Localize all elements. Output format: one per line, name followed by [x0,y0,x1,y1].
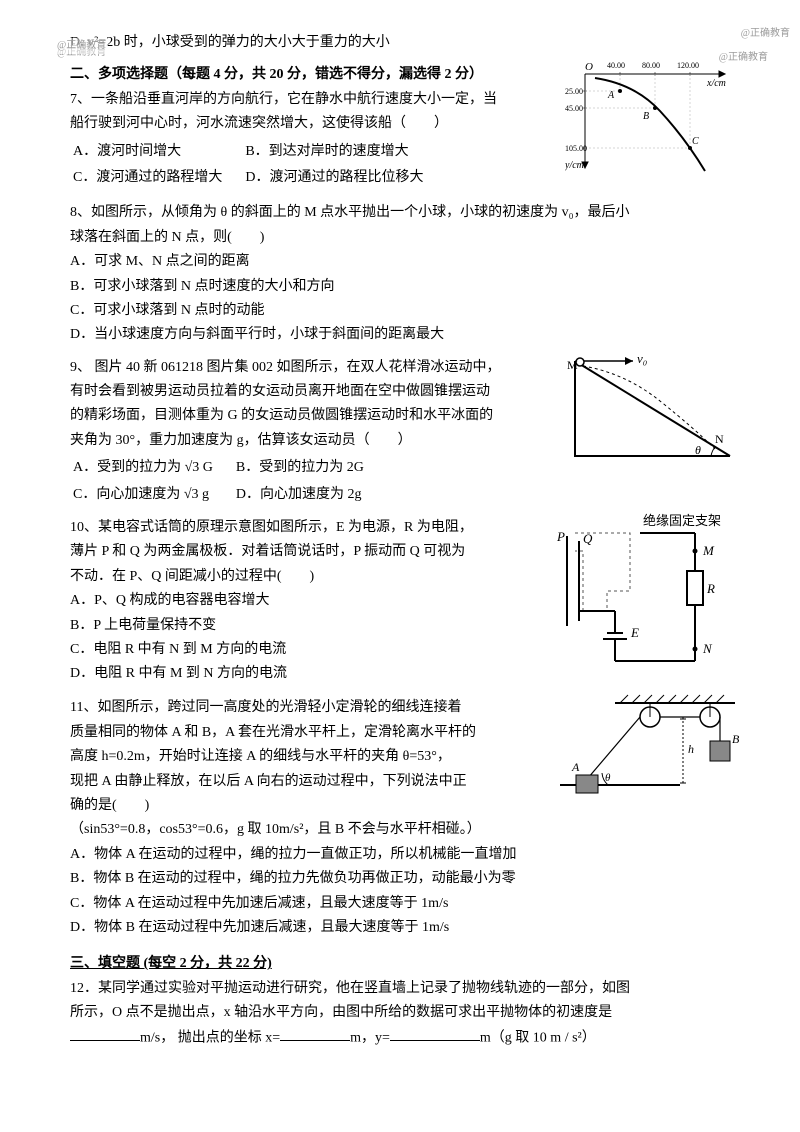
svg-text:y/cm: y/cm [565,160,584,171]
svg-text:Q: Q [583,531,593,546]
svg-text:A: A [607,90,615,101]
svg-text:θ: θ [605,772,611,784]
svg-text:C: C [692,136,699,147]
q9-options-table: A．受到的拉力为 √3 G B．受到的拉力为 2G C．向心加速度为 √3 g … [70,454,386,509]
svg-text:25.00: 25.00 [565,87,583,96]
svg-text:R: R [706,581,715,596]
svg-text:80.00: 80.00 [642,61,660,70]
graph-svg: O 40.00 80.00 120.00 x/cm 25.00 45.00 105.00… [565,56,740,176]
svg-text:N: N [702,641,713,656]
page-root: D. v²=2b 时，小球受到的弹力的大小大于重力的大小 O 40.0080. [0,0,800,1081]
q7-options-table: A．渡河时间增大 B．到达对岸时的速度增大 C．渡河通过的路程增大 D．渡河通过… [70,138,445,193]
q12-stem-1: 12．某同学通过实验对平抛运动进行研究，他在竖直墙上记录了抛物线轨迹的一部分，如… [70,978,740,1000]
section-3-heading: 三、填空题 (每空 2 分，共 22 分) [70,953,740,975]
q12-stem-2: 所示，O 点不是抛出点，x 轴沿水平方向，由图中所给的数据可求出平抛物体的初速度… [70,1002,740,1024]
circuit-title: 绝缘固定支架 [643,513,721,528]
watermark-icon: @正确教育 [55,38,108,54]
q9-option-d: D．向心加速度为 2g [235,483,384,507]
svg-text:N: N [715,432,724,446]
watermark-icon: @正确教育 [717,50,770,66]
q8-stem-2: 球落在斜面上的 N 点，则( ) [70,227,740,249]
figure-circuit: 绝缘固定支架 P Q M R E [535,511,740,687]
svg-text:M: M [567,358,578,372]
figure-incline: M v₀ N θ @正确教育 [565,351,740,474]
q11-option-d: D．物体 B 在运动过程中先加速后减速，且最大速度等于 1m/s [70,917,740,939]
watermark-icon: @正确教育 [739,26,792,42]
blank-1[interactable] [70,1027,140,1041]
figure-graph: O 40.00 80.00 120.00 x/cm 25.00 45.00 105.00… [565,56,740,184]
svg-text:120.00: 120.00 [677,61,699,70]
figure-pulley: h A B θ @正确教育 [560,693,740,813]
q6-option-d: D. v²=2b 时，小球受到的弹力的大小大于重力的大小 [70,32,740,54]
q11-option-a: A．物体 A 在运动的过程中，绳的拉力一直做正功，所以机械能一直增加 [70,844,740,866]
svg-text:x/cm: x/cm [706,78,726,89]
q11-note: （sin53°=0.8，cos53°=0.6，g 取 10m/s²，且 B 不会… [70,819,740,841]
q8-option-a: A．可求 M、N 点之间的距离 [70,251,740,273]
q11-option-c: C．物体 A 在运动过程中先加速后减速，且最大速度等于 1m/s [70,893,740,915]
svg-text:E: E [630,625,639,640]
svg-text:v₀: v₀ [637,351,647,366]
svg-text:θ: θ [695,443,701,457]
q8-stem-1: 8、如图所示，从倾角为 θ 的斜面上的 M 点水平抛出一个小球，小球的初速度为 … [70,202,740,224]
svg-text:M: M [702,543,715,558]
q9-option-b: B．受到的拉力为 2G [235,456,384,480]
svg-text:105.00: 105.00 [565,144,587,153]
q8-option-c: C．可求小球落到 N 点时的动能 [70,300,740,322]
q8-option-d: D．当小球速度方向与斜面平行时，小球于斜面间的距离最大 [70,324,740,346]
q7-option-b: B．到达对岸时的速度增大 [244,140,443,164]
svg-text:40.00: 40.00 [607,61,625,70]
q8-option-b: B．可求小球落到 N 点时速度的大小和方向 [70,276,740,298]
svg-text:45.00: 45.00 [565,104,583,113]
svg-text:A: A [571,760,580,774]
q11-option-b: B．物体 B 在运动的过程中，绳的拉力先做负功再做正功，动能最小为零 [70,868,740,890]
blank-2[interactable] [280,1027,350,1041]
svg-text:h: h [688,742,694,756]
q7-option-c: C．渡河通过的路程增大 [72,166,242,190]
q9-option-c: C．向心加速度为 √3 g [72,483,233,507]
svg-text:B: B [732,732,740,746]
svg-text:B: B [643,111,649,122]
q7-option-a: A．渡河时间增大 [72,140,242,164]
svg-text:P: P [556,529,565,544]
svg-text:O: O [585,61,593,73]
q9-option-a: A．受到的拉力为 √3 G [72,456,233,480]
blank-3[interactable] [390,1027,480,1041]
q7-option-d: D．渡河通过的路程比位移大 [244,166,443,190]
q12-fill-line: m/s， 抛出点的坐标 x=m，y=m（g 取 10 m / s²） [70,1027,740,1050]
